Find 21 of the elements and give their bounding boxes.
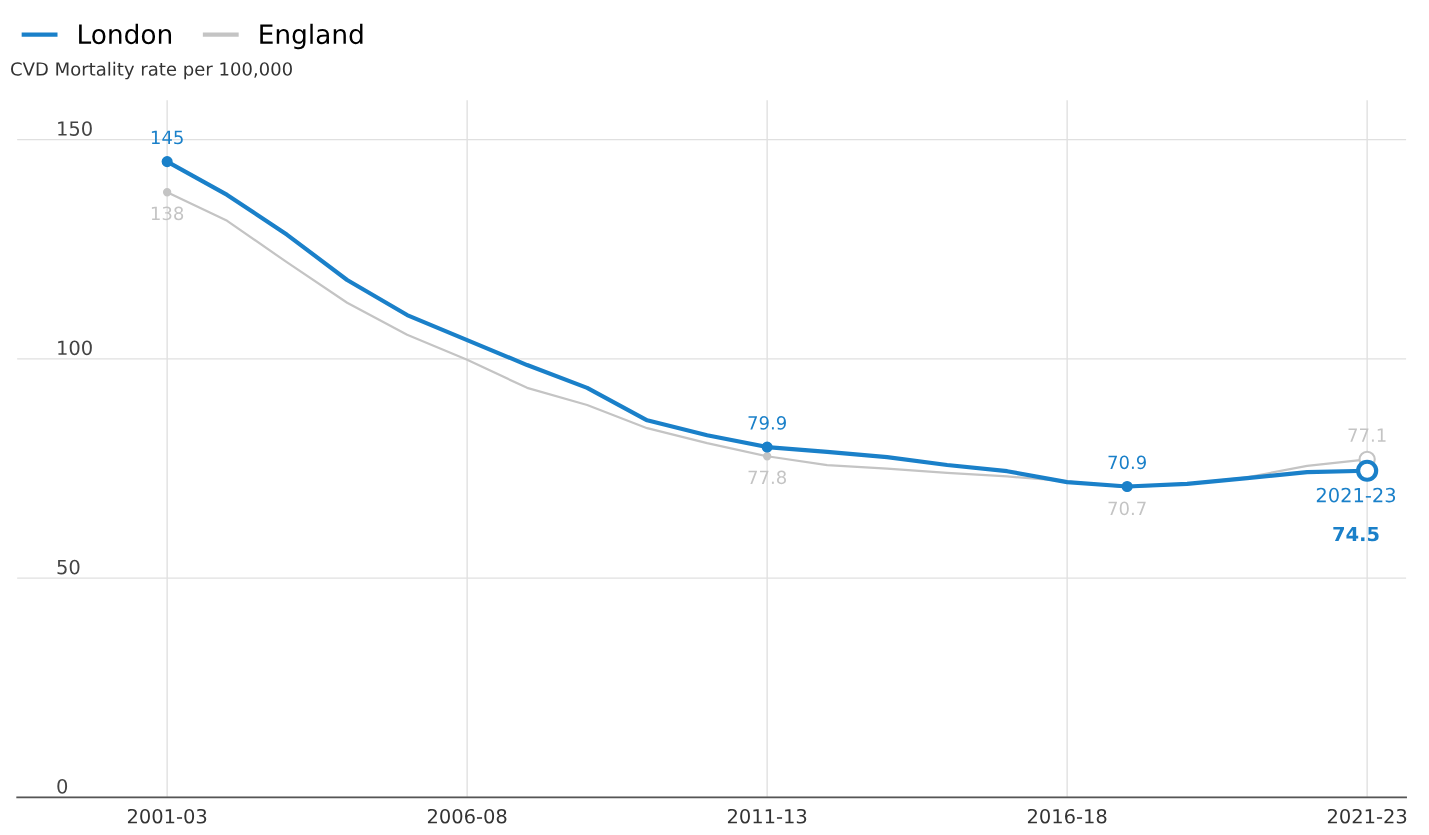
x-tick-label: 2006-08 (427, 808, 507, 824)
legend-label: England (260, 23, 363, 50)
y-tick-label: 0 (57, 778, 68, 794)
y-tick-label: 50 (57, 559, 80, 575)
y-tick-label: 100 (58, 340, 92, 356)
x-tick-label: 2001-03 (127, 808, 207, 824)
data-label: 138 (151, 206, 184, 221)
y-axis-title: CVD Mortality rate per 100,000 (11, 61, 292, 80)
data-label: 145 (151, 130, 183, 145)
y-tick-label: 150 (58, 121, 92, 136)
legend-label: London (79, 23, 172, 45)
x-tick-label: 2016-18 (1027, 808, 1107, 824)
x-tick-label: 2011-13 (727, 808, 807, 824)
x-tick-label: 2021-23 (1327, 808, 1407, 824)
annotation: 2021-23 (1316, 487, 1396, 503)
data-label: 79.9 (748, 416, 786, 430)
data-label: 77.1 (1348, 428, 1386, 442)
data-label: 70.9 (1108, 455, 1146, 470)
data-label: 74.5 (1333, 526, 1379, 542)
data-label: 77.8 (748, 470, 787, 485)
data-label: 70.7 (1108, 501, 1146, 516)
